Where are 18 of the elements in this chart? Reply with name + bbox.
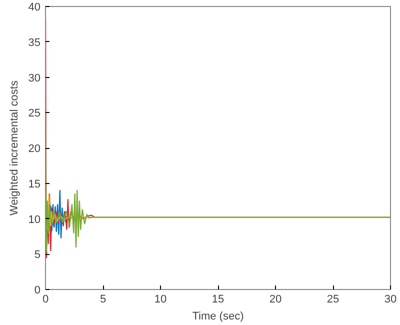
y-tick-label: 30: [28, 72, 41, 84]
y-tick-label: 25: [28, 108, 41, 120]
y-tick-label: 40: [28, 2, 41, 14]
x-tick-label: 0: [42, 294, 49, 306]
x-axis-title: Time (sec): [192, 310, 244, 322]
y-tick-label: 35: [28, 36, 41, 49]
x-tick-label: 20: [269, 294, 282, 306]
x-tick-label: 10: [154, 294, 167, 306]
x-tick-label: 25: [326, 294, 340, 306]
y-tick-label: 15: [28, 178, 41, 190]
y-axis-title: Weighted incremental costs: [8, 80, 20, 216]
y-tick-label: 20: [28, 143, 41, 155]
y-tick-label: 10: [28, 214, 41, 226]
x-tick-label: 5: [100, 294, 106, 306]
y-tick-label: 5: [34, 249, 41, 262]
y-tick-label: 0: [34, 284, 41, 296]
x-tick-label: 30: [384, 294, 397, 306]
x-tick-label: 15: [212, 294, 224, 306]
